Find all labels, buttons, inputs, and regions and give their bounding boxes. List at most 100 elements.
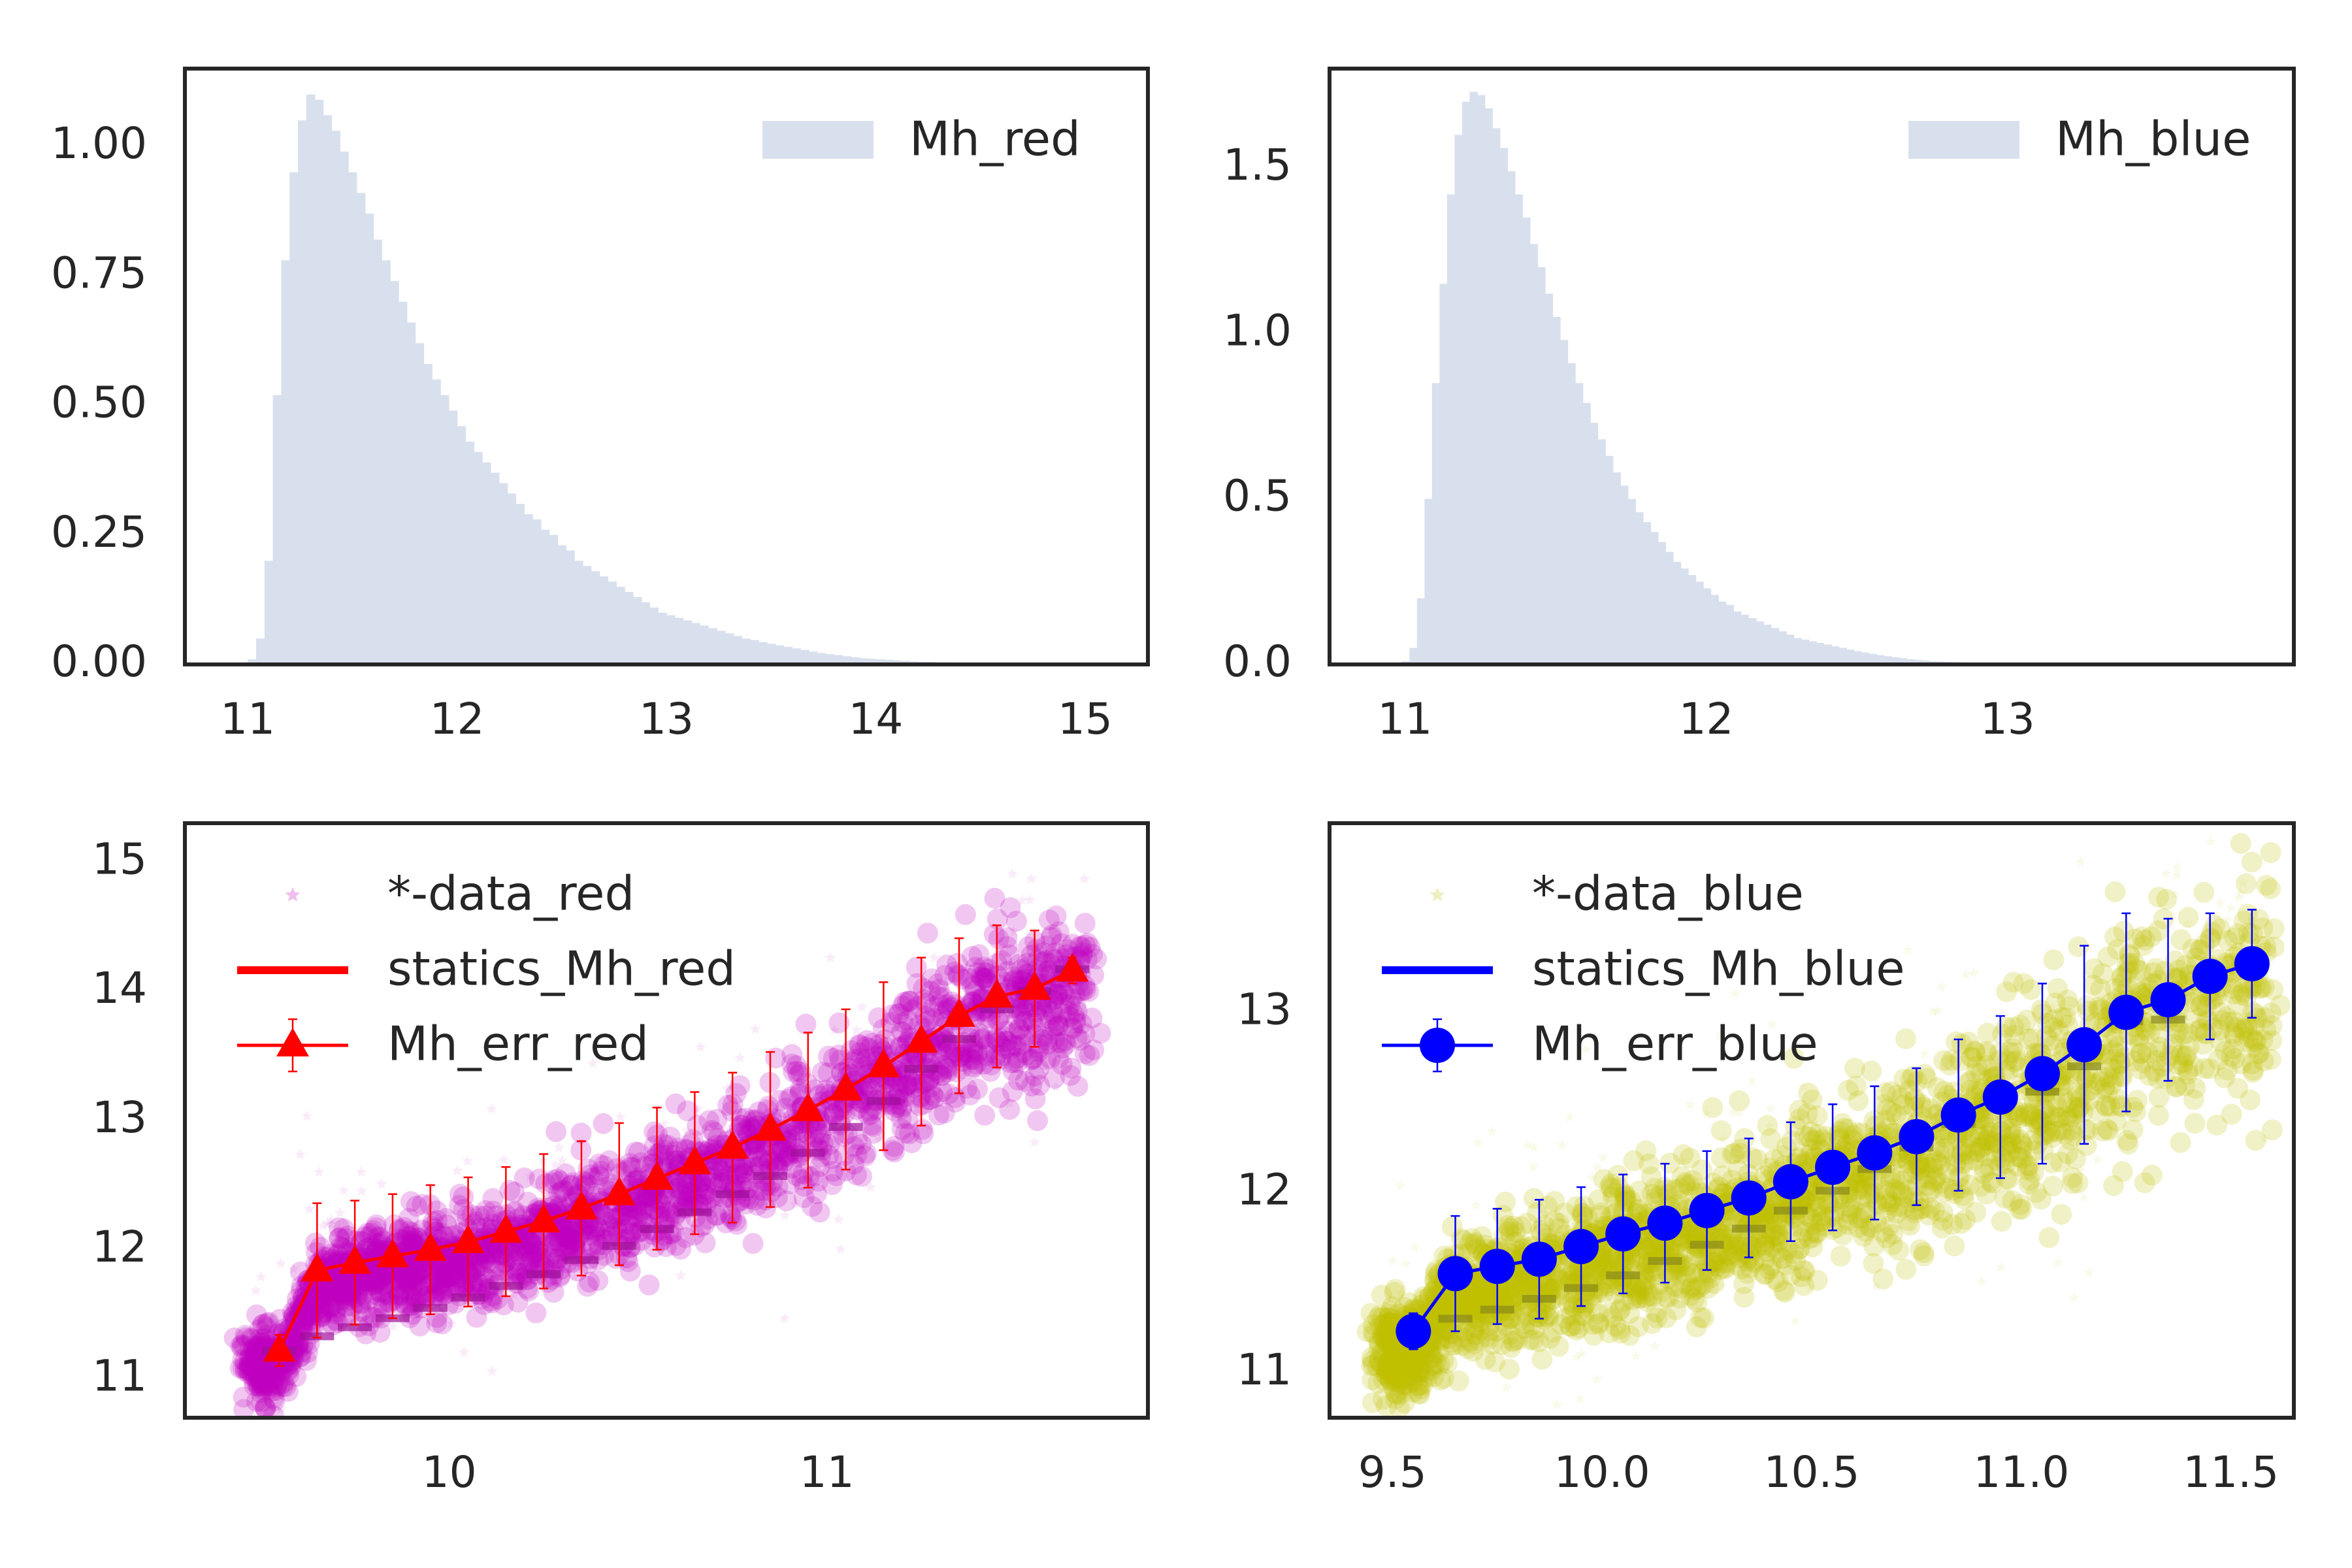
- data-point: [487, 1288, 508, 1310]
- data-point: [1385, 1388, 1407, 1410]
- data-point: [327, 1243, 349, 1264]
- data-point: [973, 956, 994, 978]
- data-point: [747, 1135, 759, 1146]
- histogram-bar: [423, 364, 433, 664]
- data-point: [406, 1267, 428, 1288]
- data-point: [2107, 1036, 2129, 1057]
- data-point: [2253, 976, 2275, 998]
- data-point: [825, 951, 836, 963]
- data-point: [891, 1119, 913, 1140]
- data-point: [648, 1143, 670, 1165]
- data-point: [735, 1193, 757, 1215]
- data-point: [553, 1217, 575, 1239]
- data-point: [434, 1264, 455, 1285]
- data-point: [393, 1217, 415, 1238]
- data-point: [1739, 1244, 1760, 1266]
- data-point: [734, 1172, 755, 1194]
- data-point: [579, 1224, 600, 1246]
- data-point: [1032, 999, 1053, 1021]
- data-point: [659, 1126, 681, 1148]
- data-point: [561, 1228, 583, 1249]
- data-point: [1805, 1202, 1827, 1224]
- data-point: [906, 956, 927, 978]
- data-point: [834, 1103, 856, 1124]
- data-point: [1383, 1340, 1405, 1362]
- histogram-bar: [1740, 615, 1749, 664]
- data-point: [481, 1241, 502, 1263]
- data-point: [927, 973, 949, 994]
- data-point: [1638, 1153, 1659, 1175]
- data-point: [1362, 1392, 1383, 1414]
- data-point: [347, 1272, 368, 1294]
- data-point: [310, 1278, 331, 1299]
- data-point: [254, 1397, 276, 1418]
- data-point: [1512, 1273, 1533, 1295]
- histogram-bar: [340, 151, 349, 664]
- x-tick-label: 12: [430, 694, 485, 744]
- data-point: [2031, 999, 2052, 1021]
- data-point: [1798, 1083, 1820, 1103]
- data-point: [2105, 1026, 2127, 1048]
- data-point: [1884, 1196, 1905, 1217]
- data-point: [252, 1314, 273, 1335]
- data-point: [356, 1269, 378, 1291]
- data-point: [255, 1271, 267, 1282]
- data-point: [248, 1319, 270, 1341]
- data-point: [2241, 851, 2262, 873]
- data-point: [1801, 1139, 1822, 1160]
- data-point: [593, 1204, 615, 1226]
- data-point: [1992, 1024, 2013, 1045]
- data-point: [2011, 1198, 2033, 1220]
- data-point: [919, 1009, 941, 1030]
- data-point: [749, 1139, 760, 1151]
- data-point: [2130, 1043, 2151, 1064]
- data-point: [1628, 1283, 1650, 1305]
- data-point: [252, 1358, 274, 1379]
- data-point: [350, 1270, 372, 1292]
- data-point: [1433, 1367, 1454, 1389]
- data-point: [1042, 947, 1063, 968]
- data-point: [1069, 936, 1090, 957]
- histogram-bar: [1597, 439, 1606, 664]
- data-point: [1908, 1154, 1930, 1176]
- data-point: [397, 1269, 419, 1291]
- data-point: [1571, 1213, 1593, 1235]
- data-point: [2018, 1028, 2040, 1050]
- data-point: [256, 1373, 278, 1395]
- data-point: [248, 1366, 269, 1387]
- data-point: [235, 1325, 256, 1346]
- data-point: [508, 1288, 520, 1300]
- data-point: [238, 1355, 260, 1377]
- data-point: [802, 1196, 823, 1217]
- histogram-bar: [1552, 317, 1561, 664]
- data-point: [1439, 1293, 1460, 1314]
- data-point: [461, 1204, 483, 1226]
- data-point: [2130, 1043, 2151, 1064]
- data-point: [244, 1348, 265, 1369]
- data-point: [515, 1262, 536, 1284]
- data-point: [231, 1334, 253, 1356]
- data-point: [759, 1149, 780, 1170]
- histogram-bar: [1582, 402, 1591, 664]
- data-point: [945, 1041, 966, 1063]
- triangle-marker: [905, 1024, 938, 1053]
- data-point: [1625, 1245, 1646, 1267]
- data-point: [1921, 1179, 1943, 1200]
- histogram-bar: [700, 625, 709, 664]
- data-point: [1996, 981, 2017, 1003]
- data-point: [1468, 1311, 1490, 1333]
- data-point: [736, 1154, 757, 1176]
- data-point: [367, 1239, 388, 1260]
- histogram-bar: [674, 617, 684, 664]
- data-point: [914, 1071, 935, 1093]
- data-point: [585, 1226, 606, 1247]
- data-point: [368, 1272, 389, 1294]
- data-point: [856, 1078, 877, 1100]
- data-point: [586, 1216, 608, 1237]
- data-point: [1920, 1098, 1942, 1120]
- histogram-bar: [1884, 656, 1893, 664]
- data-point: [1573, 1264, 1594, 1285]
- data-point: [246, 1304, 267, 1326]
- data-point: [438, 1264, 459, 1286]
- data-point: [458, 1262, 480, 1284]
